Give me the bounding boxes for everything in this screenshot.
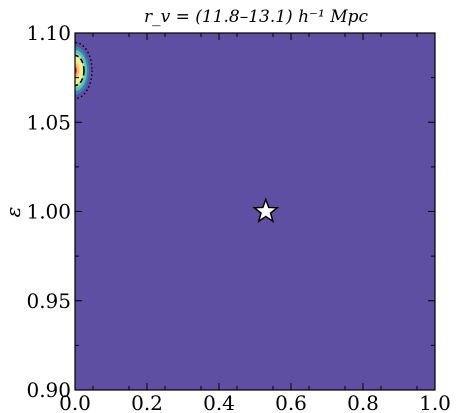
y-axis-label: ε <box>1 207 25 218</box>
x-tick-label: 0.6 <box>275 391 307 413</box>
x-tick-labels: 0.0 0.2 0.4 0.6 0.8 1.0 <box>59 391 451 413</box>
x-tick-label: 0.0 <box>59 391 91 413</box>
y-tick-label: 1.10 <box>26 21 71 45</box>
best-fit-star-marker <box>252 197 280 223</box>
x-tick-label: 0.4 <box>203 391 235 413</box>
x-tick-label: 0.8 <box>347 391 379 413</box>
x-tick-label: 1.0 <box>419 391 451 413</box>
y-tick-label: 1.05 <box>26 110 71 134</box>
chart-title: r_v = (11.8–13.1) h⁻¹ Mpc <box>144 7 369 27</box>
y-tick-labels: 0.90 0.95 1.00 1.05 1.10 <box>26 21 71 402</box>
confidence-contour-outer <box>75 41 93 100</box>
confidence-contour-inner <box>75 54 85 87</box>
x-tick-label: 0.2 <box>131 391 163 413</box>
y-tick-label: 0.95 <box>26 289 71 313</box>
y-tick-label: 0.90 <box>26 378 71 402</box>
y-tick-label: 1.00 <box>26 200 71 224</box>
plot-background <box>75 33 435 390</box>
axis-ticks <box>74 32 436 391</box>
